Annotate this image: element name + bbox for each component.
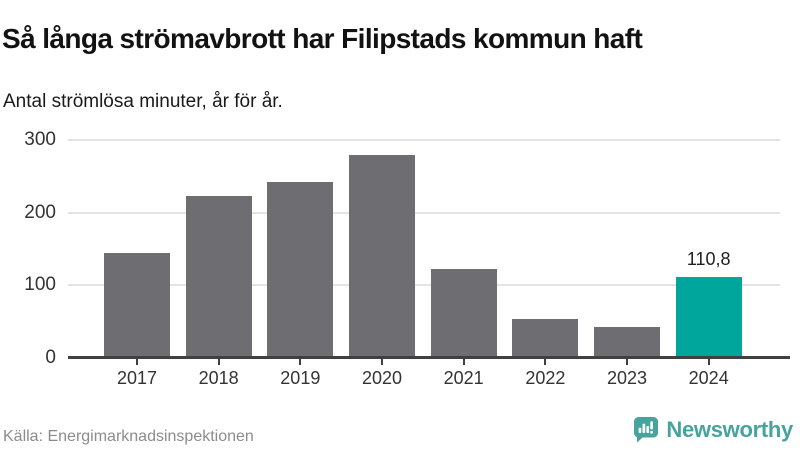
y-tick-label: 200 — [24, 201, 56, 223]
newsworthy-bubble-chart-icon — [634, 417, 659, 443]
x-tick-label: 2022 — [525, 368, 566, 388]
bar — [104, 252, 170, 358]
gridline — [68, 139, 780, 141]
x-axis-tick — [136, 359, 138, 365]
y-tick-label: 100 — [24, 274, 56, 296]
newsworthy-logo: Newsworthy — [633, 416, 793, 443]
gridline — [68, 211, 780, 214]
x-tick-label: 2020 — [361, 368, 403, 388]
x-axis-line — [68, 356, 790, 359]
chart-title: Så långa strömavbrott har Filipstads kom… — [2, 22, 643, 54]
x-tick-label: 2019 — [280, 368, 321, 388]
bar — [349, 155, 415, 358]
x-axis-tick — [707, 359, 710, 365]
bar — [512, 318, 579, 358]
x-axis-tick — [462, 359, 465, 365]
x-tick-label: 2021 — [443, 368, 484, 388]
x-tick-label: 2023 — [606, 368, 648, 388]
bar-value-label: 110,8 — [686, 249, 731, 270]
x-tick-label: 2018 — [198, 368, 239, 388]
bar — [267, 182, 334, 358]
bar — [185, 195, 252, 358]
y-tick-label: 0 — [45, 347, 56, 368]
x-axis-tick — [626, 359, 629, 365]
x-axis-tick — [544, 359, 547, 365]
x-tick-label: 2024 — [688, 368, 729, 388]
chart-subtitle: Antal strömlösa minuter, år för år. — [3, 91, 283, 112]
newsworthy-wordmark: Newsworthy — [666, 416, 793, 442]
x-axis-tick — [299, 359, 302, 365]
x-tick-label: 2017 — [116, 368, 158, 388]
y-tick-label: 300 — [24, 129, 56, 150]
bar — [430, 268, 497, 358]
bar-highlighted — [675, 277, 742, 358]
x-axis-tick — [217, 359, 220, 365]
source-note: Källa: Energimarknadsinspektionen — [3, 428, 254, 445]
bar — [594, 326, 661, 358]
x-axis-tick — [381, 359, 383, 365]
gridline — [68, 284, 780, 287]
